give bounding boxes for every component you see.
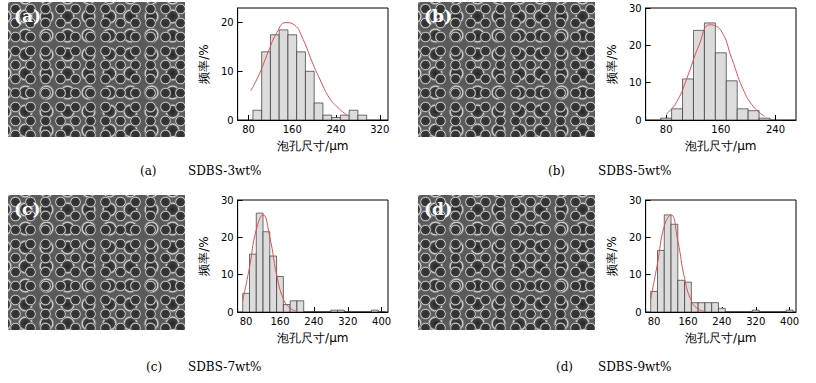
svg-text:10: 10 (629, 269, 642, 280)
html-text:SDBS-3wt%: SDBS-3wt% (188, 164, 262, 178)
svg-text:240: 240 (304, 316, 323, 327)
svg-text:30: 30 (629, 3, 642, 14)
svg-text:320: 320 (338, 316, 357, 327)
svg-text:80: 80 (648, 316, 661, 327)
svg-text:频率/%: 频率/% (197, 44, 211, 83)
svg-text:10: 10 (221, 269, 234, 280)
svg-text:泡孔尺寸/μm: 泡孔尺寸/μm (685, 139, 756, 153)
svg-text:30: 30 (629, 195, 642, 206)
html-text:(a): (a) (14, 6, 42, 26)
svg-text:160: 160 (711, 124, 730, 135)
svg-text:240: 240 (327, 124, 346, 135)
html-text:(c): (c) (14, 199, 41, 219)
svg-text:240: 240 (712, 316, 731, 327)
html-text:(d): (d) (424, 199, 452, 219)
svg-text:0: 0 (227, 307, 233, 318)
svg-text:0: 0 (227, 115, 233, 126)
html-text:SDBS-9wt%: SDBS-9wt% (598, 360, 672, 374)
html-text:(c): (c) (146, 360, 163, 374)
svg-text:160: 160 (283, 124, 302, 135)
svg-text:0: 0 (635, 115, 641, 126)
svg-text:频率/%: 频率/% (605, 236, 619, 275)
svg-text:30: 30 (221, 195, 234, 206)
svg-text:20: 20 (629, 232, 642, 243)
svg-text:240: 240 (766, 124, 785, 135)
html-text:SDBS-7wt%: SDBS-7wt% (188, 360, 262, 374)
svg-text:泡孔尺寸/μm: 泡孔尺寸/μm (277, 139, 348, 153)
svg-text:频率/%: 频率/% (197, 236, 211, 275)
svg-text:400: 400 (372, 316, 391, 327)
html-text:(b): (b) (424, 6, 452, 26)
svg-text:泡孔尺寸/μm: 泡孔尺寸/μm (277, 331, 348, 345)
svg-text:80: 80 (240, 316, 253, 327)
svg-text:0: 0 (635, 307, 641, 318)
svg-text:80: 80 (242, 124, 255, 135)
html-text:(a): (a) (140, 164, 157, 178)
svg-text:10: 10 (221, 66, 234, 77)
html-text:SDBS-5wt%: SDBS-5wt% (598, 164, 672, 178)
svg-text:160: 160 (270, 316, 289, 327)
svg-text:400: 400 (780, 316, 799, 327)
html-text:(b): (b) (548, 164, 565, 178)
svg-text:10: 10 (629, 77, 642, 88)
html-text:(d): (d) (556, 360, 573, 374)
svg-text:泡孔尺寸/μm: 泡孔尺寸/μm (685, 331, 756, 345)
svg-text:160: 160 (678, 316, 697, 327)
svg-text:20: 20 (221, 17, 234, 28)
svg-text:320: 320 (370, 124, 389, 135)
svg-text:20: 20 (221, 232, 234, 243)
svg-text:20: 20 (629, 40, 642, 51)
svg-text:320: 320 (746, 316, 765, 327)
svg-text:80: 80 (660, 124, 673, 135)
svg-text:频率/%: 频率/% (605, 44, 619, 83)
